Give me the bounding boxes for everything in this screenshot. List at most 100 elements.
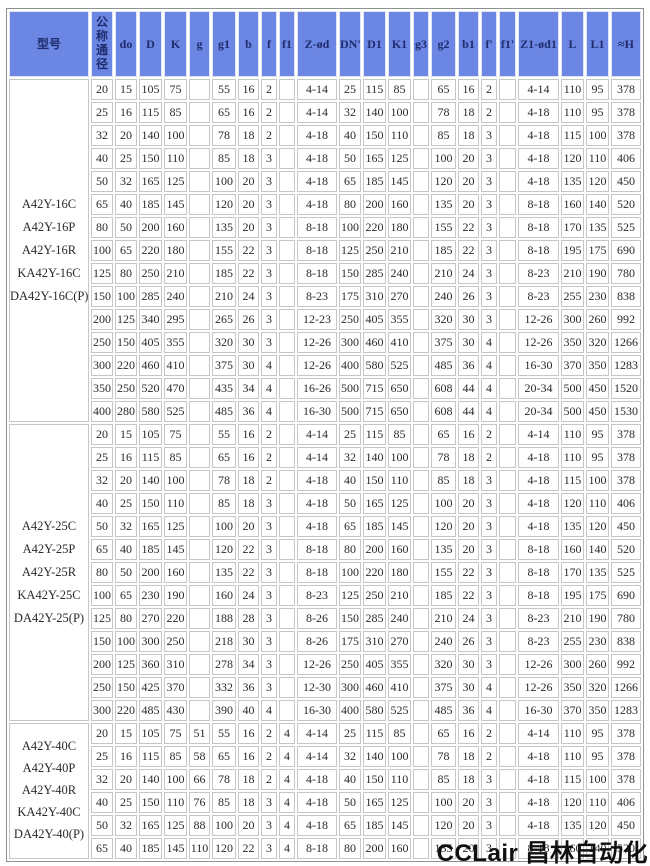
cell xyxy=(499,194,516,215)
cell: 608 xyxy=(431,401,456,422)
cell: 85 xyxy=(164,447,187,468)
cell: 3 xyxy=(481,240,497,261)
cell: 135 xyxy=(212,217,236,238)
cell: 30 xyxy=(458,654,479,675)
table-row: 32 20 140 100 66 78 18 2 4 4-18 40 150 110 85 18 3 4-18 1… xyxy=(9,769,641,790)
cell: 2 xyxy=(261,746,277,767)
cell: 350 xyxy=(586,700,609,721)
cell: 30 xyxy=(238,631,259,652)
cell: 3 xyxy=(261,332,277,353)
cell: 300 xyxy=(339,677,361,698)
cell: 22 xyxy=(458,562,479,583)
model-group-label: A42Y-16C A42Y-16P A42Y-16R KA42Y-16C DA42Y-1… xyxy=(9,79,89,422)
cell: 135 xyxy=(431,838,456,859)
col-header-20: L xyxy=(561,11,584,77)
cell: 65 xyxy=(115,585,137,606)
cell: 30 xyxy=(458,677,479,698)
cell: 3 xyxy=(481,585,497,606)
cell: 100 xyxy=(164,769,187,790)
cell: 4 xyxy=(481,401,497,422)
col-header-12: D1 xyxy=(363,11,386,77)
cell: 250 xyxy=(91,677,113,698)
cell: 145 xyxy=(388,171,411,192)
cell: 120 xyxy=(561,493,584,514)
cell: 20 xyxy=(238,815,259,836)
cell: 8-18 xyxy=(518,240,559,261)
model-name: KA42Y-40C xyxy=(17,804,81,819)
cell: 12-26 xyxy=(518,677,559,698)
cell: 20 xyxy=(115,125,137,146)
cell xyxy=(413,493,429,514)
cell: 40 xyxy=(115,539,137,560)
cell xyxy=(499,263,516,284)
cell: 58 xyxy=(189,746,210,767)
cell: 95 xyxy=(586,424,609,445)
cell: 85 xyxy=(212,792,236,813)
cell: 40 xyxy=(339,470,361,491)
cell xyxy=(189,263,210,284)
cell xyxy=(413,125,429,146)
cell: 2 xyxy=(261,79,277,100)
cell: 485 xyxy=(431,700,456,721)
cell: 3 xyxy=(481,815,497,836)
cell: 2 xyxy=(481,79,497,100)
cell: 370 xyxy=(164,677,187,698)
cell: 100 xyxy=(212,815,236,836)
cell: 8-18 xyxy=(518,217,559,238)
cell: 2 xyxy=(261,470,277,491)
cell: 20 xyxy=(115,769,137,790)
cell: 2 xyxy=(261,125,277,146)
cell: 300 xyxy=(139,631,162,652)
cell: 175 xyxy=(586,585,609,606)
cell: 170 xyxy=(561,217,584,238)
cell: 1266 xyxy=(611,332,641,353)
cell: 3 xyxy=(261,286,277,307)
cell: 32 xyxy=(339,746,361,767)
cell: 255 xyxy=(561,286,584,307)
cell xyxy=(279,240,295,261)
cell: 3 xyxy=(481,217,497,238)
cell: 16-26 xyxy=(297,378,337,399)
cell xyxy=(189,424,210,445)
cell: 65 xyxy=(339,171,361,192)
cell: 200 xyxy=(139,562,162,583)
cell: 200 xyxy=(363,194,386,215)
cell: 125 xyxy=(164,815,187,836)
cell xyxy=(413,516,429,537)
cell: 4-18 xyxy=(297,470,337,491)
cell: 2 xyxy=(261,447,277,468)
cell: 30 xyxy=(238,332,259,353)
cell: 65 xyxy=(212,447,236,468)
table-row: 250 150 405 355 320 30 3 12-26 300 460 410 375 30 4 12… xyxy=(9,332,641,353)
col-header-9: f1 xyxy=(279,11,295,77)
cell xyxy=(499,240,516,261)
cell: 20 xyxy=(458,493,479,514)
cell: 65 xyxy=(91,838,113,859)
cell xyxy=(413,585,429,606)
col-header-4: K xyxy=(164,11,187,77)
model-name: A42Y-16P xyxy=(22,219,76,234)
cell: 185 xyxy=(139,194,162,215)
cell: 230 xyxy=(586,286,609,307)
cell xyxy=(413,240,429,261)
cell: 450 xyxy=(586,378,609,399)
cell: 4 xyxy=(481,700,497,721)
cell: 3 xyxy=(481,792,497,813)
cell: 3 xyxy=(261,838,277,859)
cell: 1283 xyxy=(611,355,641,376)
cell: 4-18 xyxy=(518,815,559,836)
cell: 185 xyxy=(363,815,386,836)
model-name: DA42Y-40(P) xyxy=(13,826,85,841)
cell: 50 xyxy=(91,171,113,192)
cell xyxy=(499,332,516,353)
cell: 100 xyxy=(586,125,609,146)
col-header-10: Z-ød xyxy=(297,11,337,77)
cell: 25 xyxy=(115,792,137,813)
cell: 135 xyxy=(212,562,236,583)
cell: 180 xyxy=(388,217,411,238)
cell: 25 xyxy=(115,148,137,169)
cell xyxy=(413,194,429,215)
cell: 4-14 xyxy=(297,447,337,468)
cell: 76 xyxy=(189,792,210,813)
